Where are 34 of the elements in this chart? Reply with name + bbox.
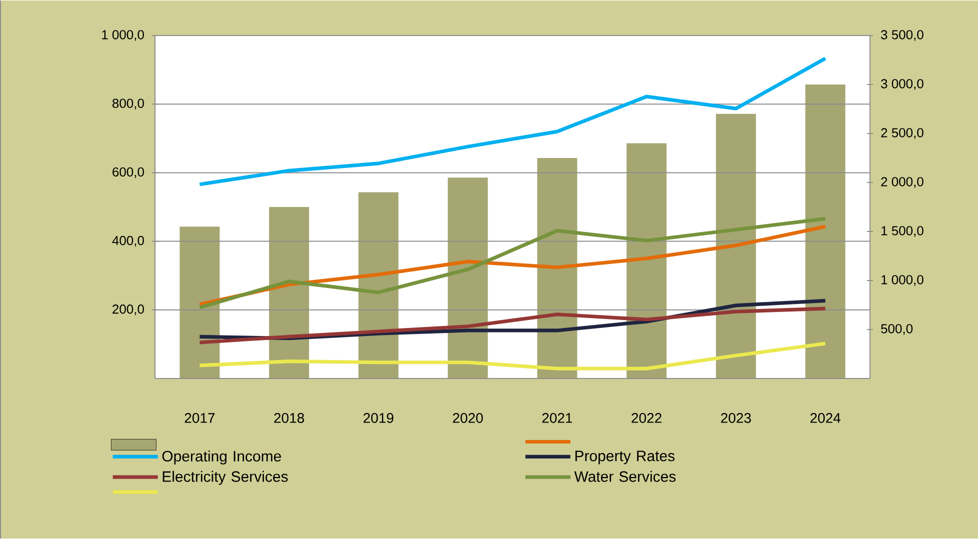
legend-label: Water Services — [574, 470, 676, 482]
bar — [626, 143, 667, 378]
x-tick-label: 2020 — [452, 413, 483, 423]
bar — [537, 158, 578, 378]
y2-tick-label: 2 000,0 — [881, 177, 924, 188]
x-tick-label: 2023 — [721, 413, 751, 423]
x-tick-label: 2024 — [810, 413, 840, 423]
x-tick-label: 2021 — [542, 413, 572, 423]
line-series — [198, 306, 828, 344]
bar — [180, 226, 220, 378]
y2-tick-label: 3 000,0 — [881, 79, 924, 90]
x-tick-label: 2017 — [184, 413, 215, 423]
x-tick-label: 2022 — [632, 413, 662, 423]
y2-tick-label: 500,0 — [881, 324, 913, 335]
legend-label: Operating Income — [162, 450, 281, 464]
line-series — [198, 56, 828, 186]
legend-label: Electricity Services — [162, 470, 288, 485]
legend-label: Property Rates — [575, 450, 675, 464]
x-tick-label: 2018 — [274, 413, 304, 423]
y-tick-label: 400,0 — [112, 236, 144, 247]
y2-tick-label: 3 500,0 — [881, 30, 924, 41]
y-tick-label: 1 000,0 — [102, 30, 144, 41]
y2-tick-label: 1 000,0 — [882, 275, 924, 286]
y2-tick-label: 1 500,0 — [882, 226, 924, 237]
x-tick-label: 2019 — [364, 413, 394, 423]
bar — [716, 114, 756, 378]
bar — [805, 84, 846, 378]
y-tick-label: 200,0 — [112, 304, 144, 316]
bar — [269, 207, 310, 378]
y-tick-label: 600,0 — [112, 167, 144, 178]
bar — [448, 178, 488, 378]
line-series — [198, 342, 828, 370]
y-tick-label: 800,0 — [112, 98, 144, 110]
y2-tick-label: 2 500,0 — [881, 128, 924, 139]
